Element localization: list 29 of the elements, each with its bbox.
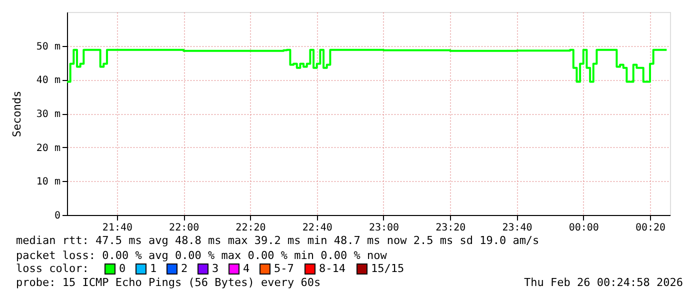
y-tick-label: 30 m	[36, 109, 60, 120]
y-tick-label: 40 m	[36, 75, 60, 86]
x-tick-label: 22:40	[302, 222, 332, 234]
text: median rtt: 47.5 ms avg 48.8 ms max 39.2 ms min 48.7 ms now 2.5 ms sd 19.0 am/s	[16, 234, 540, 247]
y-tick-label: 50 m	[36, 41, 60, 52]
x-tick-label: 00:20	[635, 222, 666, 234]
x-tick-label: 22:00	[169, 222, 200, 234]
x-tick-label: 21:40	[102, 222, 133, 234]
legend-label: 5-7	[274, 262, 294, 275]
text: Thu Feb 26 00:24:58 2026	[524, 276, 683, 289]
x-tick-label: 22:20	[236, 222, 266, 234]
y-tick-label: 20 m	[36, 142, 60, 154]
y-tick-label: 0	[54, 210, 60, 222]
legend-label: 2	[181, 262, 188, 275]
x-tick-label: 00:00	[568, 222, 599, 234]
text: packet loss: 0.00 % avg 0.00 % max 0.00 % min 0.00 % now	[16, 249, 388, 262]
legend-label: 15/15	[371, 262, 404, 275]
legend-title: loss color:	[16, 262, 89, 275]
text: probe: 15 ICMP Echo Pings (56 Bytes) every 60s	[16, 276, 321, 289]
y-axis-title: Seconds	[10, 90, 24, 138]
legend-label: 4	[243, 262, 250, 275]
y-tick-label: 10 m	[36, 176, 60, 188]
legend-label: 0	[119, 262, 126, 275]
legend-label: 3	[212, 262, 219, 275]
legend-label: 8-14	[319, 262, 346, 275]
x-tick-label: 23:20	[436, 222, 466, 234]
x-tick-label: 23:40	[502, 222, 532, 234]
legend-label: 1	[150, 262, 157, 275]
x-tick-label: 23:00	[368, 222, 400, 234]
